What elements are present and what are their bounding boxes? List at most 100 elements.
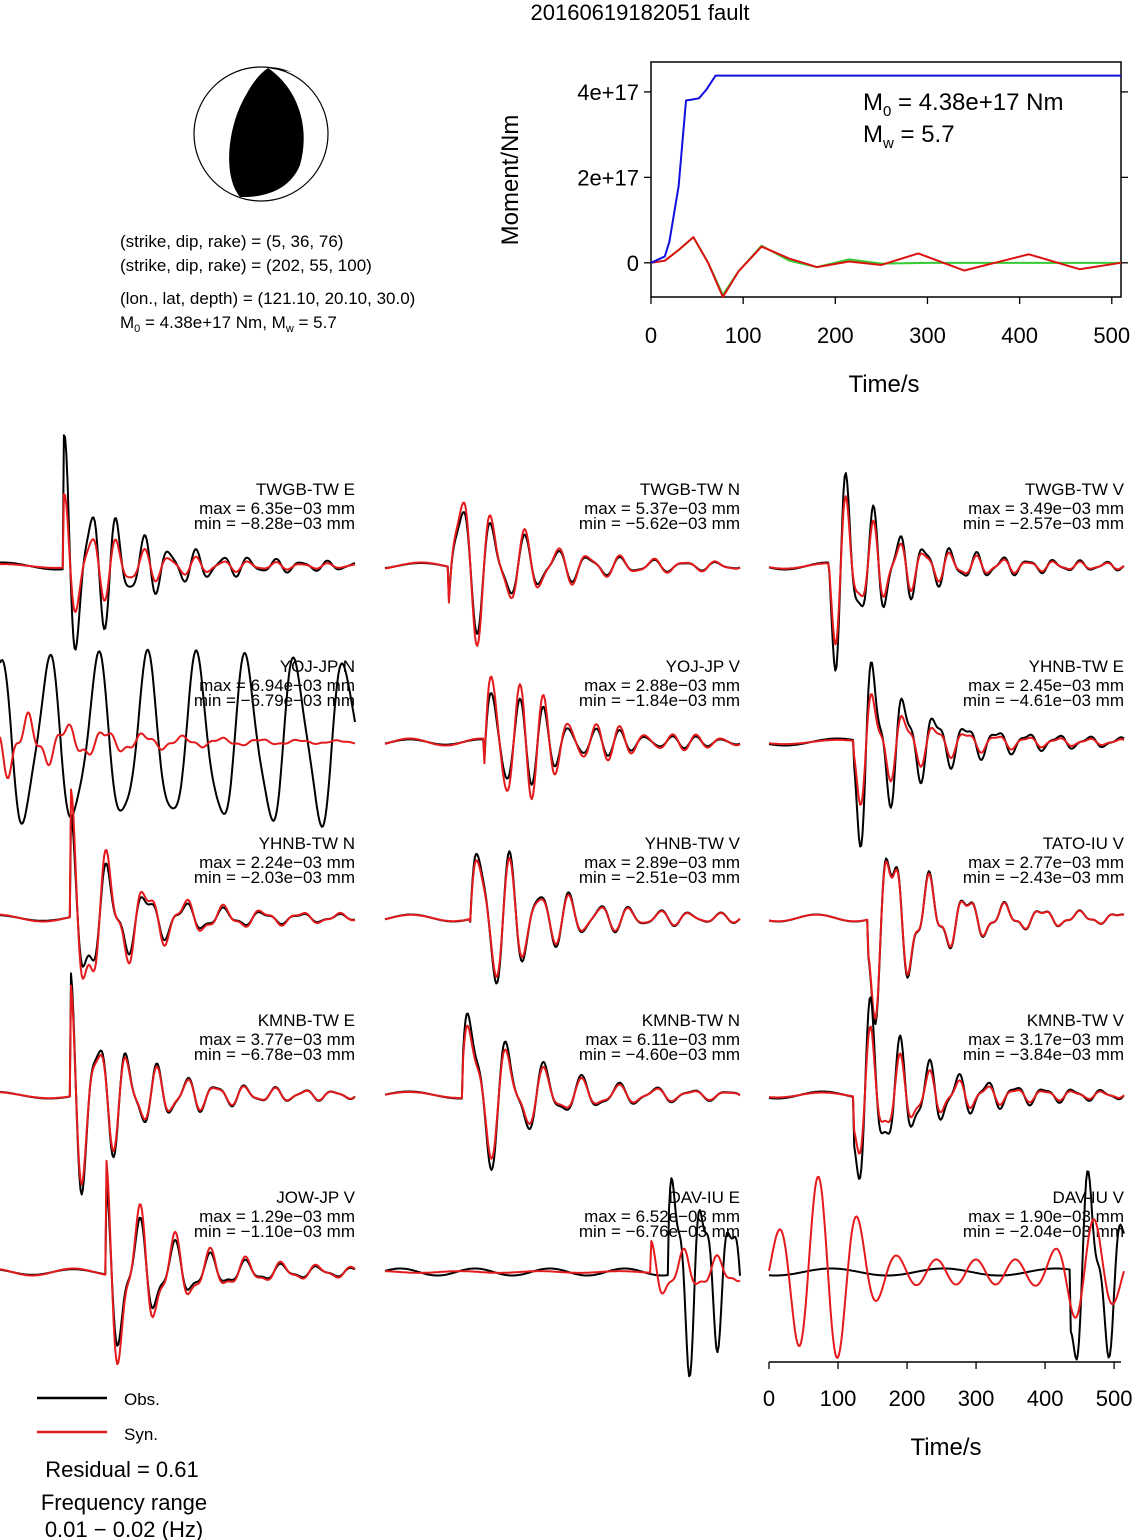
moment-series-0 [650, 74, 1121, 264]
moment-plot-frame [650, 61, 1122, 298]
synthetic-trace [768, 1175, 1125, 1359]
focal-mechanism-beachball [193, 66, 329, 202]
station-label: KMNB-TW E [258, 1011, 355, 1030]
beachball-compressional-quadrant [229, 68, 304, 198]
amplitude-max-label: max = 2.88e−03 mm [584, 676, 740, 695]
moment-annotation-m0: M0 = 4.38e+17 Nm [863, 89, 1063, 120]
time-axis-label: Time/s [910, 1434, 981, 1461]
waveform-time-axis: 0 100 200 300 400 500 Time/s [763, 1361, 1132, 1461]
synthetic-trace [0, 788, 356, 980]
residual-text: Residual = 0.61 [45, 1457, 199, 1482]
moment-annotation-mw: Mw = 5.7 [863, 121, 955, 152]
legend-obs-label: Obs. [124, 1390, 160, 1409]
amplitude-max-label: max = 2.45e−03 mm [968, 676, 1124, 695]
moment-xtick-label: 500 [1093, 323, 1130, 348]
amplitude-min-label: min = −5.62e−03 mm [579, 514, 740, 533]
time-axis-tick-label: 200 [889, 1386, 926, 1411]
station-label: YOJ-JP V [666, 657, 741, 676]
moment-xtick-label: 400 [1001, 323, 1038, 348]
synthetic-trace [384, 856, 741, 978]
station-label: TATO-IU V [1043, 834, 1125, 853]
moment-magnitude-line: M0 = 4.38e+17 Nm, Mw = 5.7 [120, 313, 337, 335]
amplitude-max-label: max = 3.17e−03 mm [968, 1030, 1124, 1049]
moment-xlabel: Time/s [848, 371, 919, 398]
figure-title: 20160619182051 fault [531, 0, 750, 25]
amplitude-min-label: min = −2.51e−03 mm [579, 868, 740, 887]
station-label: KMNB-TW V [1027, 1011, 1125, 1030]
synthetic-trace [768, 1025, 1125, 1155]
station-label: YOJ-JP N [280, 657, 355, 676]
synthetic-trace [0, 984, 356, 1186]
amplitude-min-label: min = −1.10e−03 mm [194, 1222, 355, 1241]
moment-ytick-label: 2e+17 [577, 165, 639, 190]
amplitude-max-label: max = 2.77e−03 mm [968, 853, 1124, 872]
mechanism-info: (strike, dip, rake) = (5, 36, 76) (strik… [120, 232, 415, 335]
amplitude-min-label: min = −1.84e−03 mm [579, 691, 740, 710]
time-axis-tick-label: 300 [958, 1386, 995, 1411]
amplitude-max-label: max = 6.35e−03 mm [199, 499, 355, 518]
synthetic-trace [385, 1240, 741, 1295]
hypocenter-line: (lon., lat, depth) = (121.10, 20.10, 30.… [120, 289, 415, 308]
observed-trace [0, 434, 356, 651]
observed-trace [384, 1177, 741, 1378]
amplitude-min-label: min = −2.43e−03 mm [963, 868, 1124, 887]
frequency-range-label: Frequency range [41, 1490, 207, 1515]
amplitude-min-label: min = −3.84e−03 mm [963, 1045, 1124, 1064]
amplitude-min-label: min = −2.03e−03 mm [194, 868, 355, 887]
synthetic-trace [384, 675, 741, 801]
synthetic-trace [0, 1159, 356, 1366]
amplitude-min-label: min = −4.61e−03 mm [963, 691, 1124, 710]
station-label: TWGB-TW N [640, 480, 740, 499]
moment-series-2 [650, 236, 1122, 298]
amplitude-min-label: min = −2.57e−03 mm [963, 514, 1124, 533]
moment-ytick-label: 0 [627, 251, 639, 276]
nodal-plane-2: (strike, dip, rake) = (202, 55, 100) [120, 256, 372, 275]
amplitude-max-label: max = 2.24e−03 mm [199, 853, 355, 872]
amplitude-max-label: max = 2.89e−03 mm [584, 853, 740, 872]
synthetic-trace [768, 495, 1125, 646]
moment-xtick-label: 0 [645, 323, 657, 348]
nodal-plane-1: (strike, dip, rake) = (5, 36, 76) [120, 232, 343, 251]
moment-ylabel: Moment/Nm [497, 115, 524, 246]
amplitude-max-label: max = 3.77e−03 mm [199, 1030, 355, 1049]
station-label: TWGB-TW E [256, 480, 355, 499]
station-label: YHNB-TW V [645, 834, 741, 853]
station-label: YHNB-TW N [259, 834, 355, 853]
synthetic-trace [768, 860, 1125, 1020]
frequency-range-value: 0.01 − 0.02 (Hz) [45, 1517, 203, 1540]
observed-trace [0, 972, 356, 1196]
moment-ytick-label: 4e+17 [577, 80, 639, 105]
amplitude-max-label: max = 5.37e−03 mm [584, 499, 740, 518]
time-axis-tick-label: 0 [763, 1386, 775, 1411]
station-label: KMNB-TW N [642, 1011, 740, 1030]
amplitude-min-label: min = −6.78e−03 mm [194, 1045, 355, 1064]
amplitude-min-label: min = −6.79e−03 mm [194, 691, 355, 710]
synthetic-trace [384, 1024, 741, 1160]
legend: Obs. Syn. [37, 1390, 160, 1444]
station-label: JOW-JP V [276, 1188, 355, 1207]
time-axis-tick-label: 100 [820, 1386, 857, 1411]
amplitude-max-label: max = 6.11e−03 mm [585, 1030, 740, 1049]
moment-xtick-label: 200 [817, 323, 854, 348]
observed-trace [0, 648, 356, 828]
moment-xtick-label: 300 [909, 323, 946, 348]
moment-series-1 [650, 236, 1121, 296]
amplitude-min-label: min = −4.60e−03 mm [579, 1045, 740, 1064]
synthetic-trace [384, 501, 741, 647]
moment-xtick-label: 100 [725, 323, 762, 348]
station-label: YHNB-TW E [1029, 657, 1124, 676]
synthetic-trace [768, 693, 1125, 806]
